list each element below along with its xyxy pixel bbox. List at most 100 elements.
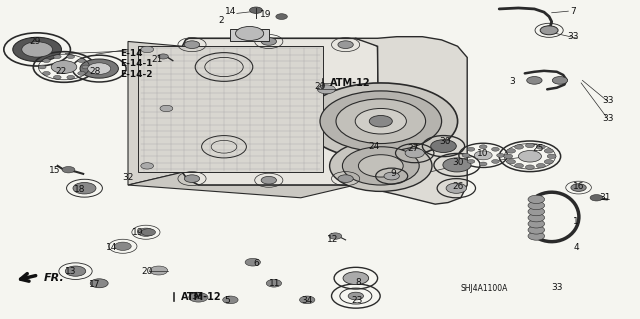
Text: 28: 28 [89, 67, 100, 76]
Circle shape [369, 115, 392, 127]
Circle shape [90, 279, 108, 288]
Text: 19: 19 [260, 10, 271, 19]
Text: 33: 33 [602, 114, 614, 122]
Text: 5: 5 [225, 296, 230, 305]
Circle shape [497, 153, 504, 157]
Circle shape [507, 160, 516, 164]
Circle shape [492, 160, 499, 163]
Text: ATM-12: ATM-12 [180, 292, 221, 302]
Text: 17: 17 [89, 280, 100, 289]
Circle shape [518, 151, 541, 162]
Circle shape [479, 162, 487, 166]
Circle shape [53, 75, 61, 79]
Text: E-14-1: E-14-1 [120, 59, 153, 68]
Text: 19: 19 [132, 228, 143, 237]
Circle shape [78, 71, 86, 75]
Circle shape [527, 77, 542, 84]
Circle shape [528, 195, 545, 204]
Circle shape [184, 41, 200, 48]
Circle shape [138, 228, 154, 236]
Circle shape [261, 38, 276, 45]
Circle shape [82, 65, 90, 69]
Circle shape [540, 26, 558, 35]
Polygon shape [128, 172, 355, 198]
Text: 20: 20 [141, 267, 153, 276]
Text: 33: 33 [551, 283, 563, 292]
Circle shape [158, 54, 168, 59]
Circle shape [88, 63, 111, 74]
Text: 14: 14 [225, 7, 236, 16]
Circle shape [266, 279, 282, 287]
Text: 11: 11 [269, 279, 281, 288]
Circle shape [42, 71, 50, 75]
Circle shape [536, 145, 545, 149]
Circle shape [276, 14, 287, 19]
Text: 1: 1 [573, 217, 579, 226]
Text: 24: 24 [369, 142, 380, 151]
Circle shape [492, 147, 499, 151]
Text: 30: 30 [439, 137, 451, 146]
Circle shape [515, 163, 524, 168]
Circle shape [80, 59, 118, 78]
Text: 29: 29 [29, 37, 41, 46]
Circle shape [67, 55, 75, 59]
Circle shape [342, 147, 419, 185]
Circle shape [189, 292, 205, 300]
Circle shape [336, 99, 426, 144]
Text: 33: 33 [602, 96, 614, 105]
Text: FR.: FR. [44, 273, 64, 283]
Polygon shape [182, 38, 379, 185]
Circle shape [338, 41, 353, 48]
Circle shape [358, 155, 403, 177]
Circle shape [348, 292, 364, 300]
Circle shape [62, 167, 75, 173]
Circle shape [462, 153, 470, 157]
Circle shape [78, 59, 86, 63]
Text: E-14-2: E-14-2 [120, 70, 153, 78]
Circle shape [431, 140, 456, 152]
Circle shape [51, 61, 77, 73]
Circle shape [507, 149, 516, 153]
Circle shape [250, 7, 262, 13]
Text: 32: 32 [122, 173, 134, 182]
Circle shape [405, 148, 424, 158]
Text: 21: 21 [151, 55, 163, 63]
Text: 20: 20 [314, 82, 326, 91]
Text: ATM-12: ATM-12 [330, 78, 370, 88]
Circle shape [42, 59, 50, 63]
Text: 33: 33 [191, 292, 203, 301]
Text: 25: 25 [532, 144, 543, 153]
Circle shape [338, 175, 353, 182]
Text: 30: 30 [452, 158, 463, 167]
Text: 4: 4 [573, 243, 579, 252]
Text: 15: 15 [49, 166, 60, 175]
Text: SHJ4A1100A: SHJ4A1100A [461, 284, 508, 293]
Bar [138, 46, 323, 172]
Text: 31: 31 [599, 193, 611, 202]
Circle shape [304, 83, 458, 160]
Text: 8: 8 [356, 278, 361, 287]
Circle shape [547, 154, 556, 159]
Text: 23: 23 [351, 296, 363, 305]
Circle shape [552, 77, 568, 84]
Circle shape [236, 26, 264, 41]
Circle shape [184, 175, 200, 182]
Text: 13: 13 [65, 267, 76, 276]
Text: 7: 7 [570, 7, 575, 16]
Text: 22: 22 [55, 67, 67, 76]
Text: 33: 33 [567, 32, 579, 41]
Text: 16: 16 [573, 182, 585, 191]
Circle shape [528, 201, 545, 210]
Circle shape [245, 258, 260, 266]
Circle shape [504, 154, 513, 159]
Circle shape [443, 158, 471, 172]
Circle shape [141, 229, 156, 236]
Text: 6: 6 [253, 259, 259, 268]
Text: E-14: E-14 [120, 49, 143, 58]
Circle shape [571, 184, 586, 191]
Circle shape [528, 220, 545, 228]
Bar [230, 29, 269, 41]
Circle shape [536, 163, 545, 168]
Circle shape [22, 42, 52, 57]
Text: 26: 26 [452, 182, 463, 191]
